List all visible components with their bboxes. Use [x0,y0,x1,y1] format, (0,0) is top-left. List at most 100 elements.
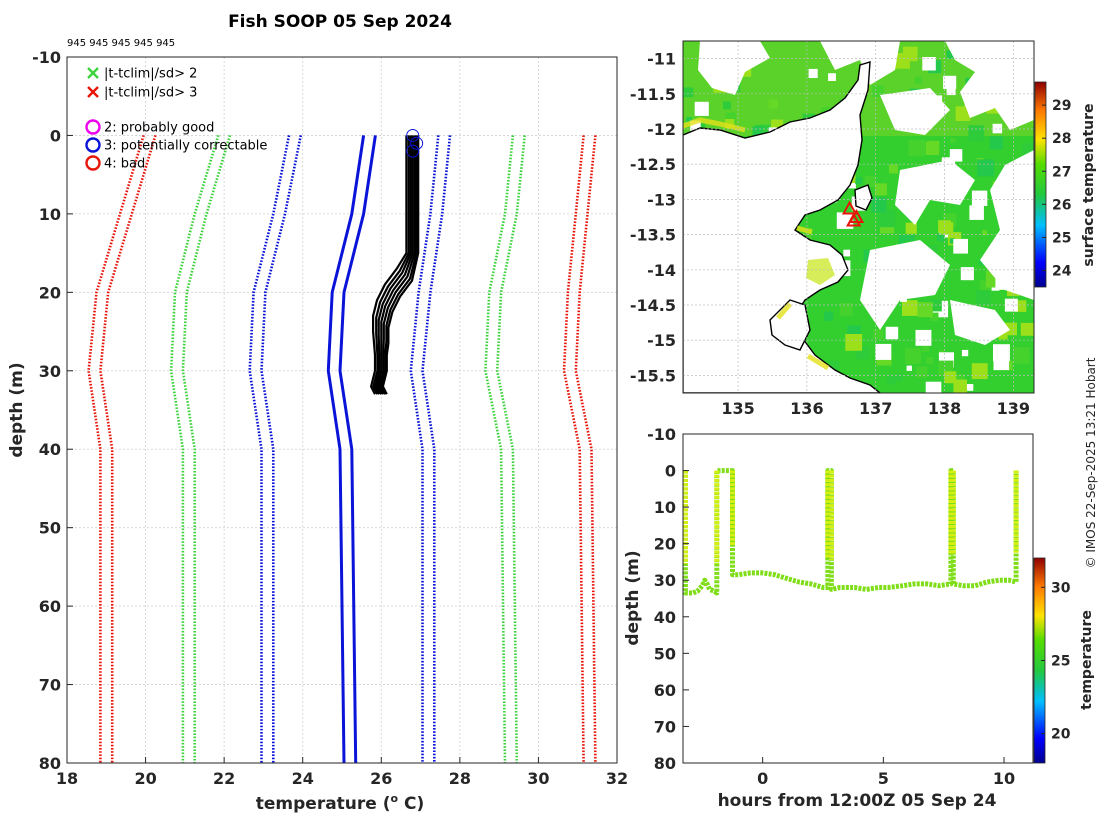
sst-cell [969,205,984,220]
map-y-tick-label: -12 [647,120,676,139]
x-tick-label: 32 [606,769,628,788]
sst-field [683,41,1034,393]
sst-cell [1022,143,1034,161]
sst-cell [949,238,956,244]
sst-cell [808,68,818,78]
sst-cell [922,57,936,71]
map-x-tick-label: 135 [721,399,754,418]
profile-lines [87,128,597,763]
profile-ylabel: depth (m) [7,362,27,457]
timeseries-ylabel: depth (m) [623,550,643,645]
x-tick-label: 22 [213,769,235,788]
map-y-tick-label: -14 [647,261,676,280]
sst-cell [953,238,968,254]
timeseries-plot-area [683,434,1033,763]
legend-label: 4: bad [104,157,145,172]
temperature-colorbar-ticks: 20 25 30 [1041,580,1071,743]
sst-cell [885,326,899,340]
sst-cell [982,230,988,236]
map-y-tick-label: -11.5 [630,85,676,104]
sst-cell [993,344,1010,362]
sst-cell [905,348,921,364]
climatology-line--3sd [99,135,157,763]
sst-cell [768,99,778,109]
ship-position-marker [841,200,858,215]
sst-hot-patch [806,258,835,285]
y-tick-label: 20 [39,283,61,302]
sst-cell [908,139,925,157]
temperature-colorbar-label: temperature [1079,610,1095,710]
ship-position-marker [845,212,862,227]
timeseries-frame [682,433,1034,764]
sst-cell [917,302,933,318]
climatology-line-mean [326,135,366,763]
y-tick-label: 10 [39,205,61,224]
profile-ticks: 18 20 22 24 26 28 30 32 -10 0 10 20 30 40 50 60 70 80 [32,48,628,788]
legend-circle-marker [85,119,101,135]
sst-cell [725,112,736,123]
climatology-line-+3sd [574,135,597,763]
sst-cell [694,101,709,116]
sst-cell [871,196,887,213]
legend-label: 2: probably good [104,121,214,136]
sst-cell [1014,300,1027,312]
ts-y-tick-label: 60 [654,681,676,700]
sst-cell [976,290,991,305]
x-tick-label: 30 [527,769,549,788]
legend-circle-marker [85,137,101,153]
y-tick-label: 50 [39,519,61,538]
sst-cell [929,140,940,151]
sst-colorbar-label: surface temperature [1081,103,1097,266]
cloud-mask-east [860,150,1034,345]
ts-y-tick-label: 80 [654,754,676,773]
sst-cell [946,50,956,59]
sst-colorbar-tick-label: 26 [1052,197,1071,213]
ts-y-tick-label: 70 [654,717,676,736]
sst-cell [686,116,692,123]
climatology-line-+1sd [409,135,440,763]
ts-y-tick-label: 10 [654,498,676,517]
sst-colorbar-tick-label: 29 [1052,98,1071,114]
climatology-line--3sd [87,135,145,763]
sst-cell [843,249,851,257]
sst-cell [971,363,988,380]
x-tick-label: 20 [134,769,156,788]
observed-profile [369,135,408,395]
sst-cell [922,344,930,352]
sst-cell [872,85,885,98]
sst-cell [979,280,992,293]
ts-y-tick-label: 20 [654,535,676,554]
legend-label: 3: potentially correctable [104,139,267,154]
ts-y-tick-label: 0 [665,462,676,481]
profile-frame [66,56,618,764]
sst-cell [855,177,862,185]
sst-cell [902,300,918,316]
ts-y-tick-label: -10 [647,425,676,444]
temperature-colorbar-tick-label: 20 [1051,727,1071,743]
sst-cell [725,119,735,129]
map-x-tick-label: 137 [859,399,892,418]
observed-profile [372,135,410,395]
map-y-tick-label: -12.5 [630,155,676,174]
sst-cell [943,75,957,89]
temperature-colorbar-tick-label: 25 [1051,654,1070,670]
map-y-tick-label: -11 [647,50,676,69]
ts-x-tick-label: 5 [878,769,889,788]
sst-cell [874,183,887,196]
probe-ids: 945 945 945 945 945 [67,38,175,49]
map-y-tick-label: -15 [647,331,676,350]
sst-colorbar-tick-label: 27 [1052,164,1071,180]
legend-circle-marker [85,155,101,171]
sst-cell [873,329,884,340]
sst-cell [966,384,974,391]
flag-marker [406,128,420,142]
sst-cell [845,334,863,351]
x-tick-label: 24 [292,769,314,788]
sst-cell [944,371,957,384]
sst-cell [925,381,942,393]
y-tick-label: 0 [50,126,61,145]
sst-cell [683,87,694,98]
map-y-tick-label: -13 [647,190,676,209]
sst-cell [953,379,967,393]
